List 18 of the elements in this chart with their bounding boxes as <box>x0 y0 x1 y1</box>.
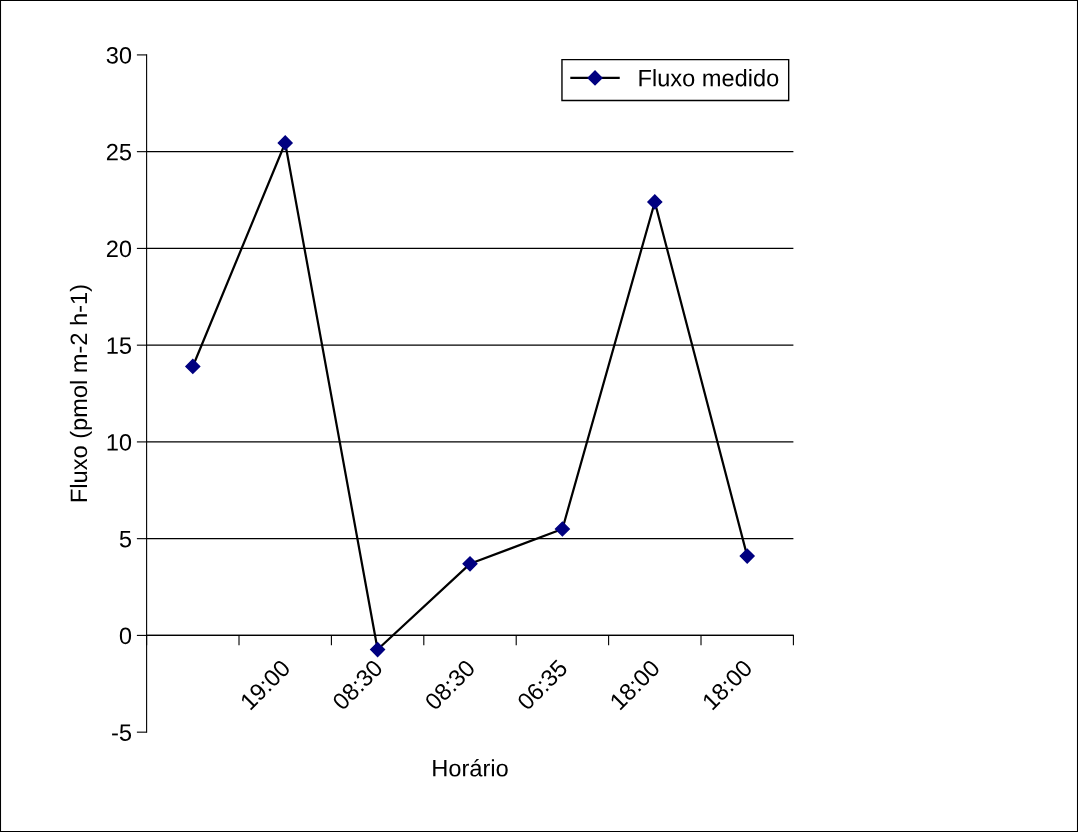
point <box>739 548 755 564</box>
y-axis-title: Fluxo (pmol m-2 h-1) <box>69 285 92 502</box>
y-tick-label: 25 <box>106 143 132 161</box>
point <box>647 194 663 210</box>
y-tick-label: -5 <box>112 724 132 741</box>
y-tick-label: 10 <box>107 433 132 451</box>
point <box>554 521 570 537</box>
point <box>370 641 386 658</box>
point <box>277 135 293 151</box>
y-tick-label: 30 <box>106 46 132 64</box>
x-axis-title: Horário <box>433 758 508 777</box>
legend-label: Fluxo medido <box>639 69 779 87</box>
y-tick-label: 15 <box>107 337 132 354</box>
point <box>185 358 201 375</box>
point <box>462 556 478 572</box>
y-tick-label: 20 <box>106 240 132 258</box>
y-tick-label: 0 <box>119 627 132 645</box>
y-tick-label: 5 <box>119 530 132 548</box>
